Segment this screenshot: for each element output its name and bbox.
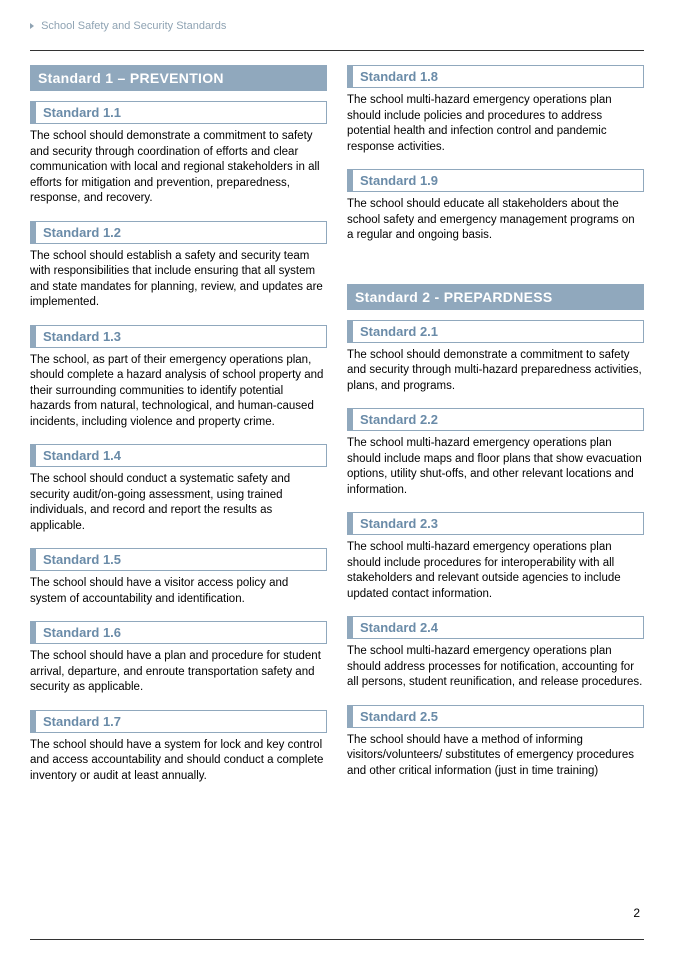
standard-1-7-label: Standard 1.7 [30,710,327,733]
standard-1-9-label: Standard 1.9 [347,169,644,192]
standard-1-2-label: Standard 1.2 [30,221,327,244]
standard-1-9-text: The school should educate all stakeholde… [347,197,644,244]
standard-2-5-label: Standard 2.5 [347,705,644,728]
content-columns: Standard 1 – PREVENTION Standard 1.1 The… [30,65,644,798]
left-column: Standard 1 – PREVENTION Standard 1.1 The… [30,65,327,798]
standard-2-4-text: The school multi-hazard emergency operat… [347,644,644,691]
standard-1-6-label: Standard 1.6 [30,621,327,644]
standard-1-3-label: Standard 1.3 [30,325,327,348]
standard-2-3-text: The school multi-hazard emergency operat… [347,540,644,602]
standard-1-5-text: The school should have a visitor access … [30,576,327,607]
page-number: 2 [633,906,640,920]
standard-1-7-text: The school should have a system for lock… [30,738,327,785]
standard-1-6-text: The school should have a plan and proced… [30,649,327,696]
standard-1-8-label: Standard 1.8 [347,65,644,88]
standard-1-2-text: The school should establish a safety and… [30,249,327,311]
standard-2-4-label: Standard 2.4 [347,616,644,639]
top-rule [30,50,644,51]
section-2-header: Standard 2 - PREPARDNESS [347,284,644,310]
standard-2-1-label: Standard 2.1 [347,320,644,343]
breadcrumb-text: School Safety and Security Standards [41,20,226,32]
breadcrumb: School Safety and Security Standards [30,20,644,32]
standard-1-8-text: The school multi-hazard emergency operat… [347,93,644,155]
standard-1-3-text: The school, as part of their emergency o… [30,353,327,431]
bottom-rule [30,939,644,940]
standard-2-2-text: The school multi-hazard emergency operat… [347,436,644,498]
standard-1-4-text: The school should conduct a systematic s… [30,472,327,534]
column-spacer [347,258,644,284]
standard-1-1-text: The school should demonstrate a commitme… [30,129,327,207]
right-column: Standard 1.8 The school multi-hazard eme… [347,65,644,798]
standard-1-1-label: Standard 1.1 [30,101,327,124]
standard-2-1-text: The school should demonstrate a commitme… [347,348,644,395]
standard-2-2-label: Standard 2.2 [347,408,644,431]
standard-2-5-text: The school should have a method of infor… [347,733,644,780]
standard-1-4-label: Standard 1.4 [30,444,327,467]
chevron-right-icon [30,23,34,29]
section-1-header: Standard 1 – PREVENTION [30,65,327,91]
standard-2-3-label: Standard 2.3 [347,512,644,535]
standard-1-5-label: Standard 1.5 [30,548,327,571]
